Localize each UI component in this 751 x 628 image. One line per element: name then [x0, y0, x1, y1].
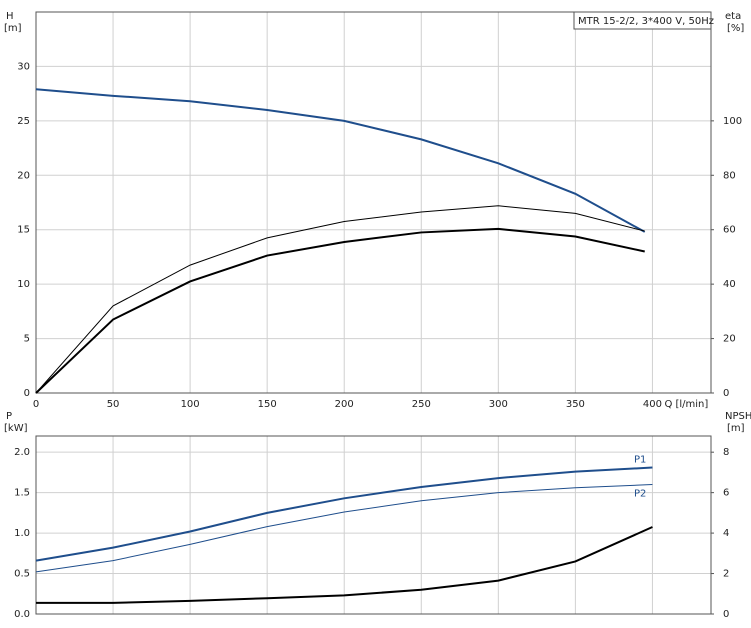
- y2-tick-label: 40: [723, 279, 736, 290]
- y2-tick-label: 0: [723, 609, 729, 620]
- curve: [35, 484, 653, 573]
- curve: [35, 205, 645, 394]
- y2-axis-name: NPSH: [725, 411, 751, 422]
- curve: [35, 466, 653, 562]
- y-tick-label: 5: [24, 334, 30, 345]
- x-tick-label: 0: [33, 399, 39, 410]
- plot-frame: [35, 435, 712, 615]
- x-tick-label: 250: [412, 399, 431, 410]
- y2-tick-label: 20: [723, 334, 736, 345]
- chart-title: MTR 15-2/2, 3*400 V, 50Hz: [578, 16, 714, 27]
- y2-tick-label: 8: [723, 447, 729, 458]
- y-axis-name: P: [6, 411, 12, 422]
- y-axis-name: H: [6, 11, 14, 22]
- x-tick-label: 100: [181, 399, 200, 410]
- curve: [35, 227, 645, 394]
- plot-area: [36, 436, 711, 614]
- curve-label: P2: [634, 489, 646, 500]
- y2-tick-label: 100: [723, 116, 742, 127]
- x-tick-label: 300: [489, 399, 508, 410]
- y-tick-label: 0.0: [14, 609, 30, 620]
- y-tick-label: 1.5: [14, 488, 30, 499]
- y-tick-label: 20: [17, 170, 30, 181]
- plot-area: [36, 12, 711, 393]
- y2-tick-label: 2: [723, 569, 729, 580]
- curve: [36, 526, 653, 604]
- y2-tick-label: 0: [723, 388, 729, 399]
- x-tick-label: 350: [566, 399, 585, 410]
- y-axis-unit: [m]: [4, 23, 22, 34]
- curve-label: P1: [634, 455, 646, 466]
- plot-frame: [35, 11, 712, 394]
- title-box: [573, 11, 712, 30]
- y-tick-label: 0: [24, 388, 30, 399]
- y2-axis-name: eta: [725, 11, 741, 22]
- y-tick-label: 15: [17, 225, 30, 236]
- y-tick-label: 0.5: [14, 569, 30, 580]
- x-tick-label: 50: [107, 399, 120, 410]
- y-tick-label: 25: [17, 116, 30, 127]
- x-tick-label: 400: [643, 399, 662, 410]
- y-tick-label: 30: [17, 61, 30, 72]
- curve: [35, 88, 646, 233]
- y2-axis-unit: [m]: [727, 423, 745, 434]
- y2-tick-label: 80: [723, 170, 736, 181]
- x-tick-label: 200: [335, 399, 354, 410]
- y-tick-label: 2.0: [14, 447, 30, 458]
- y-axis-unit: [kW]: [4, 423, 28, 434]
- y2-tick-label: 6: [723, 488, 729, 499]
- y-tick-label: 1.0: [14, 528, 30, 539]
- y2-tick-label: 4: [723, 528, 729, 539]
- y2-tick-label: 60: [723, 225, 736, 236]
- y2-axis-unit: [%]: [727, 23, 744, 34]
- x-axis-label: Q [l/min]: [664, 399, 708, 410]
- y-tick-label: 10: [17, 279, 30, 290]
- x-tick-label: 150: [258, 399, 277, 410]
